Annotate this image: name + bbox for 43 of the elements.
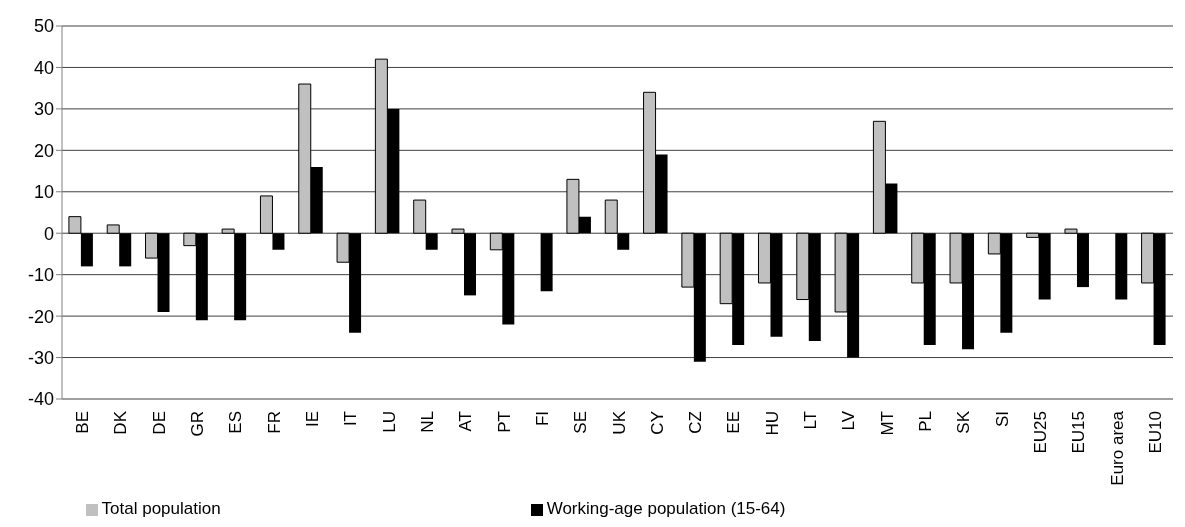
- y-tick-label: -20: [27, 306, 54, 327]
- x-tick-label: ES: [226, 411, 246, 434]
- x-tick-label: FR: [264, 411, 284, 434]
- y-tick-label: -30: [27, 347, 54, 368]
- x-tick-label: IT: [341, 411, 361, 427]
- x-tick-label: BE: [73, 411, 93, 434]
- y-tick-label: 40: [33, 57, 54, 78]
- x-tick-label: NL: [417, 411, 437, 433]
- bar: [540, 233, 553, 292]
- x-tick-label: PT: [494, 411, 514, 433]
- x-tick-label: GR: [188, 411, 208, 437]
- x-tick-label: HU: [762, 411, 782, 436]
- legend-label: Total population: [101, 499, 221, 518]
- x-tick-label: LT: [801, 411, 821, 430]
- x-tick-label: LV: [839, 410, 859, 431]
- y-tick-label: -40: [27, 389, 54, 410]
- x-tick-label: CZ: [686, 411, 706, 434]
- x-tick-label: DK: [111, 410, 131, 435]
- x-tick-label: DE: [149, 411, 169, 435]
- x-tick-label: SE: [571, 411, 591, 434]
- y-tick-label: 0: [43, 223, 54, 244]
- x-tick-label: EU25: [1030, 411, 1050, 454]
- x-tick-label: AT: [456, 411, 476, 432]
- x-tick-label: EE: [724, 411, 744, 434]
- bar: [1115, 233, 1128, 300]
- x-tick-label: EU15: [1069, 411, 1089, 454]
- x-tick-label: LU: [379, 411, 399, 433]
- x-tick-label: IE: [303, 411, 323, 428]
- x-tick-label: EU10: [1145, 411, 1165, 454]
- x-tick-label: FI: [532, 411, 552, 427]
- x-tick-label: UK: [609, 410, 629, 435]
- x-tick-label: SK: [954, 410, 974, 434]
- y-tick-label: -10: [27, 265, 54, 286]
- y-tick-label: 50: [33, 16, 54, 37]
- x-tick-label: Euro area: [1107, 410, 1127, 486]
- y-tick-label: 20: [33, 140, 54, 161]
- x-tick-label: CY: [647, 411, 667, 435]
- y-tick-label: 10: [33, 182, 54, 203]
- x-tick-label: SI: [992, 411, 1012, 428]
- y-tick-label: 30: [33, 99, 54, 120]
- legend-label: Working-age population (15-64): [546, 499, 786, 518]
- x-tick-label: PL: [915, 411, 935, 432]
- x-tick-label: MT: [877, 411, 897, 436]
